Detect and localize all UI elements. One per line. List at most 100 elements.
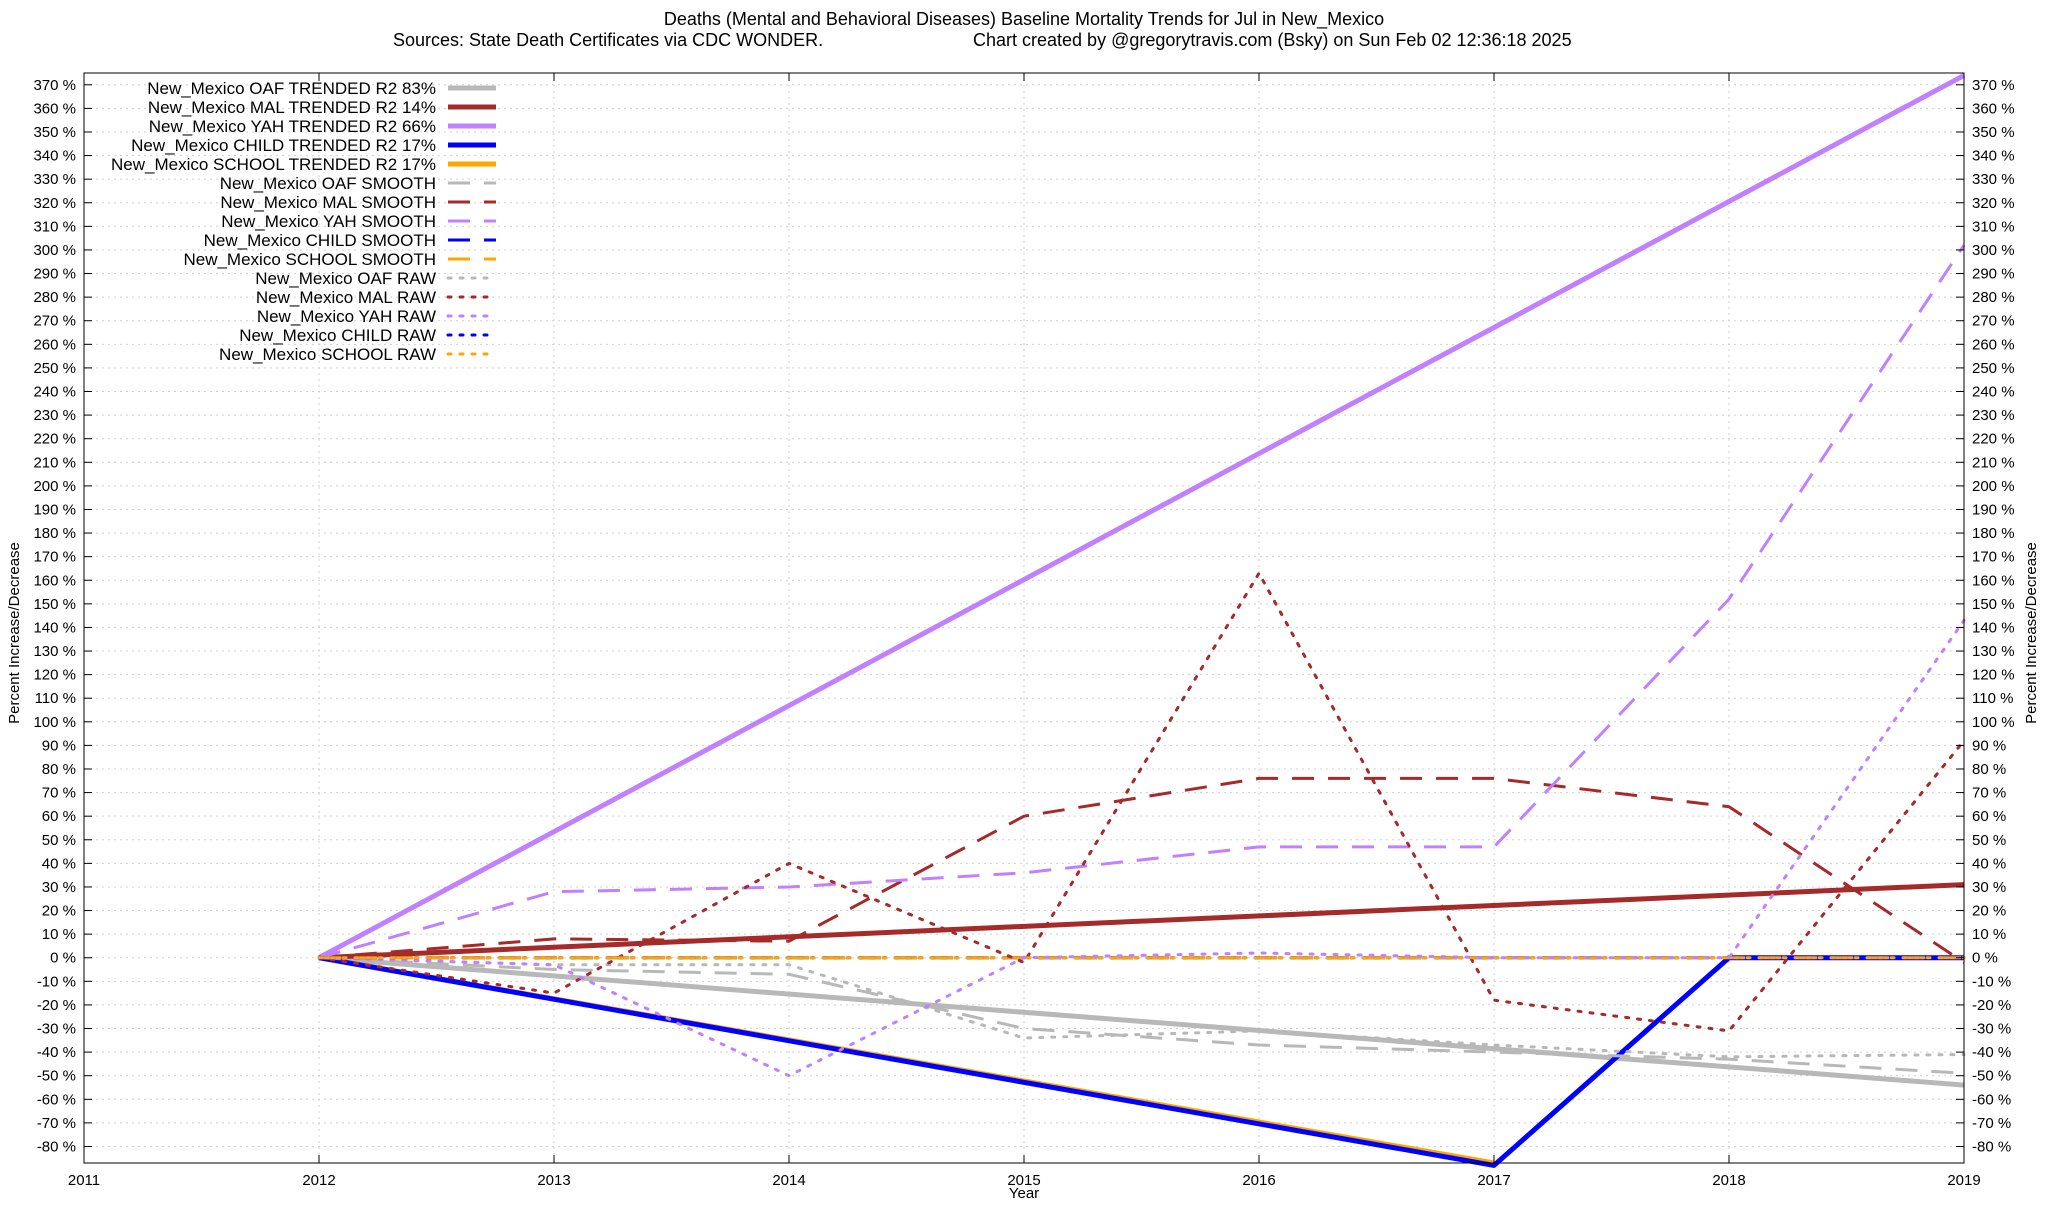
y2-tick-label: 210 % <box>1972 454 2015 471</box>
y2-tick-label: 30 % <box>1972 879 2006 896</box>
legend-label: New_Mexico SCHOOL TRENDED R2 17% <box>111 155 436 174</box>
y-tick-label: -60 % <box>37 1091 76 1108</box>
legend-label: New_Mexico OAF SMOOTH <box>220 174 436 193</box>
y-tick-label: 0 % <box>50 950 76 967</box>
y-tick-label: -50 % <box>37 1068 76 1085</box>
y2-tick-label: 130 % <box>1972 643 2015 660</box>
series-line-yah-raw <box>317 618 1966 1078</box>
series-line-oaf-raw <box>317 956 1966 1059</box>
y2-tick-label: 320 % <box>1972 195 2015 212</box>
y2-tick-label: 190 % <box>1972 501 2015 518</box>
y-tick-label: 90 % <box>42 737 76 754</box>
y-tick-label: 180 % <box>33 525 76 542</box>
legend-label: New_Mexico CHILD RAW <box>239 326 436 345</box>
y2-tick-label: 250 % <box>1972 360 2015 377</box>
y2-tick-label: 140 % <box>1972 619 2015 636</box>
y-tick-label: 210 % <box>33 454 76 471</box>
series-line-mal-raw <box>317 571 1966 1033</box>
y2-tick-label: 120 % <box>1972 667 2015 684</box>
y-tick-label: -40 % <box>37 1044 76 1061</box>
legend-label: New_Mexico SCHOOL SMOOTH <box>183 250 436 269</box>
y2-tick-label: -70 % <box>1972 1115 2011 1132</box>
y2-tick-label: -50 % <box>1972 1068 2011 1085</box>
x-tick-label: 2014 <box>772 1172 805 1189</box>
grid-layer <box>84 73 1964 1163</box>
y2-tick-label: 180 % <box>1972 525 2015 542</box>
x-tick-label: 2012 <box>302 1172 335 1189</box>
series-line-oaf-trended <box>318 955 1965 1088</box>
y-tick-label: 300 % <box>33 242 76 259</box>
y2-tick-label: -80 % <box>1972 1138 2011 1155</box>
y2-tick-label: 230 % <box>1972 407 2015 424</box>
y-tick-label: 20 % <box>42 903 76 920</box>
series-layer <box>317 73 1966 1168</box>
y2-tick-label: 220 % <box>1972 431 2015 448</box>
legend-label: New_Mexico YAH SMOOTH <box>221 212 436 231</box>
legend-label: New_Mexico MAL TRENDED R2 14% <box>148 98 436 117</box>
y2-tick-label: 170 % <box>1972 549 2015 566</box>
legend-label: New_Mexico YAH TRENDED R2 66% <box>149 117 436 136</box>
y-tick-label: -20 % <box>37 997 76 1014</box>
y2-tick-label: 110 % <box>1972 690 2013 707</box>
y-tick-label: 190 % <box>33 501 76 518</box>
chart-title: Deaths (Mental and Behavioral Diseases) … <box>664 9 1384 30</box>
y-axis-label: Percent Increase/Decrease <box>6 542 23 724</box>
legend-label: New_Mexico OAF RAW <box>255 269 436 288</box>
series-line-mal-smooth <box>318 776 1965 964</box>
y-tick-label: 370 % <box>33 77 76 94</box>
ticks-layer: 2011 2012 2013 2014 2015 2016 2017 2018 2019 -80 … <box>33 73 2015 1189</box>
y-tick-label: 270 % <box>33 313 76 330</box>
y2-tick-label: -30 % <box>1972 1021 2011 1038</box>
y-tick-label: 140 % <box>33 619 76 636</box>
chart-subtitle-source: Sources: State Death Certificates via CD… <box>393 30 823 50</box>
y-tick-label: 280 % <box>33 289 76 306</box>
series-line-oaf-smooth <box>318 956 1965 1075</box>
y2-tick-label: 370 % <box>1972 77 2015 94</box>
y-tick-label: 10 % <box>42 926 76 943</box>
y2-tick-label: 20 % <box>1972 903 2006 920</box>
y2-tick-label: -10 % <box>1972 973 2011 990</box>
y2-tick-label: 70 % <box>1972 785 2006 802</box>
y2-tick-label: 360 % <box>1972 100 2015 117</box>
y2-tick-label: 280 % <box>1972 289 2015 306</box>
y2-tick-label: 340 % <box>1972 148 2015 165</box>
y2-tick-label: 60 % <box>1972 808 2006 825</box>
series-line-child-trended <box>318 955 1964 1168</box>
y-tick-label: 290 % <box>33 266 76 283</box>
y2-tick-label: 100 % <box>1972 714 2015 731</box>
legend-label: New_Mexico CHILD TRENDED R2 17% <box>131 136 436 155</box>
y2-tick-label: -20 % <box>1972 997 2011 1014</box>
y2-tick-label: 200 % <box>1972 478 2015 495</box>
x-tick-label: 2017 <box>1477 1172 1510 1189</box>
y-tick-label: 80 % <box>42 761 76 778</box>
y2-tick-label: 50 % <box>1972 832 2006 849</box>
y-tick-label: 130 % <box>33 643 76 660</box>
y-tick-label: 240 % <box>33 384 76 401</box>
x-tick-label: 2019 <box>1947 1172 1980 1189</box>
y-tick-label: 110 % <box>35 690 76 707</box>
y2-tick-label: 310 % <box>1972 218 2015 235</box>
y-tick-label: -80 % <box>37 1138 76 1155</box>
y-tick-label: 50 % <box>42 832 76 849</box>
legend-label: New_Mexico SCHOOL RAW <box>219 345 436 364</box>
y2-tick-label: 300 % <box>1972 242 2015 259</box>
legend-label: New_Mexico YAH RAW <box>257 307 436 326</box>
y-tick-label: 250 % <box>33 360 76 377</box>
legend-label: New_Mexico CHILD SMOOTH <box>204 231 436 250</box>
y2-tick-label: -40 % <box>1972 1044 2011 1061</box>
y-tick-label: -30 % <box>37 1021 76 1038</box>
y2-tick-label: 350 % <box>1972 124 2015 141</box>
y-tick-label: 260 % <box>33 336 76 353</box>
y2-tick-label: 10 % <box>1972 926 2006 943</box>
x-tick-label: 2015 <box>1007 1172 1040 1189</box>
series-line-mal-trended <box>318 882 1965 961</box>
y-tick-label: 360 % <box>33 100 76 117</box>
y-tick-label: 40 % <box>42 855 76 872</box>
y-tick-label: 170 % <box>33 549 76 566</box>
y-tick-label: 100 % <box>33 714 76 731</box>
legend: New_Mexico OAF TRENDED R2 83%New_Mexico … <box>111 79 498 364</box>
y-tick-label: 60 % <box>42 808 76 825</box>
x-tick-label: 2018 <box>1712 1172 1745 1189</box>
